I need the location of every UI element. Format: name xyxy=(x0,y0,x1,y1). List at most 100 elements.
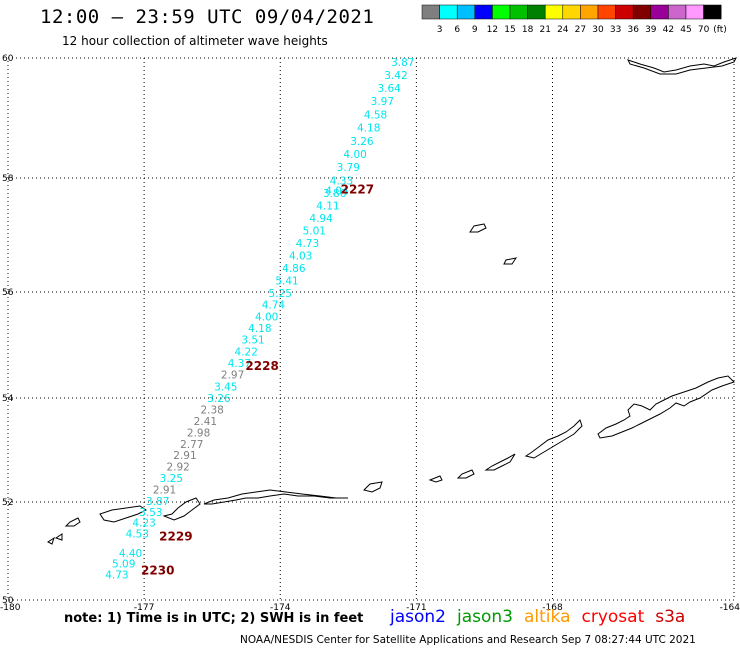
swh-value: 3.87 xyxy=(146,496,169,508)
scale-label: 36 xyxy=(627,25,639,35)
swh-value: 3.53 xyxy=(139,507,162,519)
scale-label: 3 xyxy=(437,25,443,35)
swh-value: 4.11 xyxy=(316,200,339,212)
swh-value: 4.04 xyxy=(325,186,349,198)
swh-value: 3.25 xyxy=(160,473,183,485)
swh-value: 2.77 xyxy=(180,439,203,451)
swh-value: 3.26 xyxy=(207,393,231,405)
swh-value: 4.40 xyxy=(119,548,142,560)
x-tick-label: -177 xyxy=(134,603,154,613)
coastline-st-matthew xyxy=(627,57,737,75)
y-tick-label: 50 xyxy=(2,596,14,606)
swh-value: 2.91 xyxy=(153,485,176,497)
swh-value: 3.86 xyxy=(323,188,347,200)
swh-value: 5.25 xyxy=(269,288,292,300)
y-tick-label: 60 xyxy=(2,54,14,64)
swh-value: 4.22 xyxy=(235,346,258,358)
swh-value: 4.03 xyxy=(289,251,312,263)
satellite-s3a: s3a xyxy=(655,607,686,627)
swh-value: 3.42 xyxy=(384,70,407,82)
axis-tick-labels: -180 -177 -174 -171 -168 -164 50 52 54 56 58 60 xyxy=(0,54,740,613)
scale-label: 21 xyxy=(539,25,550,35)
satellite-cryosat: cryosat xyxy=(581,607,645,627)
scale-label: 45 xyxy=(680,25,691,35)
time-label: 2227 xyxy=(341,182,374,196)
scale-label: 24 xyxy=(557,25,569,35)
coastline-island-a xyxy=(456,469,475,479)
scale-label: 70 xyxy=(698,25,710,35)
swh-value: 2.97 xyxy=(221,370,244,382)
coastline-island-b xyxy=(428,475,443,483)
time-label: 2228 xyxy=(245,359,278,373)
swh-value: 4.53 xyxy=(126,528,149,540)
swh-value: 3.45 xyxy=(214,381,237,393)
swh-value: 5.41 xyxy=(275,276,298,288)
coastline-small-2 xyxy=(47,536,55,545)
scale-label: 39 xyxy=(645,25,657,35)
swh-value: 2.38 xyxy=(200,404,223,416)
coastline-aleutian-east xyxy=(597,375,735,439)
swh-value: 4.73 xyxy=(105,570,128,582)
x-tick-label: -180 xyxy=(0,603,21,613)
scale-label: 42 xyxy=(663,25,674,35)
swh-value: 4.86 xyxy=(282,263,306,275)
chart-subtitle: 12 hour collection of altimeter wave hei… xyxy=(62,34,328,48)
swh-points: 3.873.423.643.974.584.183.264.003.794.33… xyxy=(105,57,414,581)
color-scale-bar: 3 6 9 12 15 18 21 24 27 30 33 36 39 42 45 70 (ft) xyxy=(421,4,727,35)
coastline-pribilof-1 xyxy=(469,223,487,233)
swh-value: 4.37 xyxy=(228,358,251,370)
time-label: 2229 xyxy=(159,529,192,543)
swh-value: 4.18 xyxy=(357,123,380,135)
swh-value: 2.91 xyxy=(173,450,196,462)
swh-value: 5.01 xyxy=(303,225,326,237)
coastline-aleutian-mid xyxy=(524,419,583,459)
coastline-attu xyxy=(64,517,81,527)
scale-label: 27 xyxy=(575,25,586,35)
swh-value: 4.33 xyxy=(330,175,353,187)
scale-label: 9 xyxy=(472,25,478,35)
x-tick-label: -168 xyxy=(542,603,563,613)
y-tick-label: 52 xyxy=(2,498,13,508)
scale-label: 18 xyxy=(522,25,534,35)
coastline-island-c xyxy=(363,481,383,493)
scale-label: 30 xyxy=(592,25,604,35)
coastline-andreanof xyxy=(203,489,348,505)
credit-line: NOAA/NESDIS Center for Satellite Applica… xyxy=(240,634,696,646)
satellite-jason3: jason3 xyxy=(457,607,513,627)
y-tick-label: 54 xyxy=(2,394,14,404)
swh-value: 5.09 xyxy=(112,559,135,571)
swh-value: 4.00 xyxy=(343,149,366,161)
swh-value: 3.97 xyxy=(371,96,394,108)
swh-value: 3.87 xyxy=(391,57,414,69)
swh-value: 2.92 xyxy=(166,462,189,474)
footnote: note: 1) Time is in UTC; 2) SWH is in fe… xyxy=(64,611,364,626)
swh-value: 2.98 xyxy=(187,427,210,439)
scale-swatch xyxy=(703,4,722,20)
coastline-rat-islands xyxy=(99,505,147,523)
scale-label: 12 xyxy=(487,25,498,35)
time-labels: 2227 2228 2229 2230 xyxy=(141,182,374,577)
swh-value: 3.26 xyxy=(350,136,374,148)
swh-value: 4.74 xyxy=(262,300,286,312)
coastline xyxy=(47,57,737,545)
map-frame xyxy=(7,57,735,601)
swh-value: 4.73 xyxy=(296,238,319,250)
swh-value: 3.51 xyxy=(241,335,264,347)
swh-value: 4.94 xyxy=(309,213,333,225)
scale-label: 6 xyxy=(454,25,460,35)
satellite-jason2: jason2 xyxy=(390,607,446,627)
swh-value: 3.64 xyxy=(377,83,401,95)
x-tick-label: -171 xyxy=(406,603,426,613)
satellite-altika: altika xyxy=(524,607,571,627)
swh-value: 3.79 xyxy=(337,162,360,174)
swh-value: 2.41 xyxy=(194,416,217,428)
scale-label: 15 xyxy=(504,25,515,35)
x-tick-label: -174 xyxy=(270,603,291,613)
map-grid xyxy=(7,57,735,601)
time-label: 2230 xyxy=(141,564,174,578)
y-tick-label: 56 xyxy=(2,288,14,298)
scale-label: 33 xyxy=(610,25,621,35)
satellite-legend: jason2 jason3 altika cryosat s3a xyxy=(390,607,696,627)
swh-value: 4.18 xyxy=(248,323,271,335)
